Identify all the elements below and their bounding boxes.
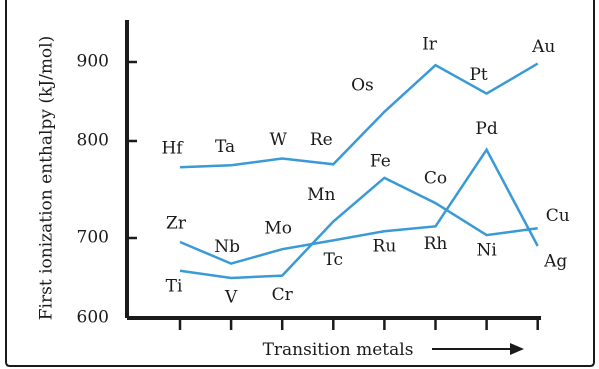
element-label-co: Co xyxy=(424,169,447,189)
element-label-ti: Ti xyxy=(166,276,183,296)
element-label-ag: Ag xyxy=(543,252,567,272)
element-label-nb: Nb xyxy=(214,237,240,257)
y-tick-label: 700 xyxy=(77,228,109,248)
y-tick-label: 800 xyxy=(77,131,109,151)
element-label-w: W xyxy=(269,130,287,150)
element-label-ir: Ir xyxy=(422,35,438,55)
element-label-au: Au xyxy=(531,37,555,57)
element-label-hf: Hf xyxy=(161,139,184,159)
y-axis-label: First ionization enthalpy (kJ/mol) xyxy=(37,36,57,320)
element-label-mn: Mn xyxy=(307,185,335,205)
element-label-pt: Pt xyxy=(469,65,487,85)
element-label-tc: Tc xyxy=(324,250,344,270)
axis-ticks: 600 700 800 900 xyxy=(77,52,539,330)
x-axis-arrow-icon xyxy=(432,343,524,355)
element-label-ni: Ni xyxy=(476,241,497,261)
series-line-1 xyxy=(179,176,538,280)
element-label-re: Re xyxy=(310,130,333,150)
element-label-cr: Cr xyxy=(272,285,294,305)
element-label-rh: Rh xyxy=(424,234,448,254)
element-label-ta: Ta xyxy=(215,137,235,157)
element-label-pd: Pd xyxy=(475,119,497,139)
element-labels: Ti V Cr Mn Fe Co Ni Cu Zr Nb Mo Tc Ru Rh Pd Ag Hf Ta W Re Os… xyxy=(161,35,569,308)
element-label-cu: Cu xyxy=(546,206,570,226)
element-label-fe: Fe xyxy=(370,151,391,171)
figure-frame xyxy=(5,0,595,367)
series-line-3 xyxy=(179,62,539,169)
series-line-2 xyxy=(179,147,539,265)
y-tick-label: 900 xyxy=(77,52,109,72)
series-lines xyxy=(179,62,539,280)
element-label-mo: Mo xyxy=(264,219,292,239)
element-label-ru: Ru xyxy=(373,237,397,257)
y-tick-label: 600 xyxy=(77,308,109,328)
element-label-zr: Zr xyxy=(166,214,187,234)
element-label-os: Os xyxy=(351,75,374,95)
element-label-v: V xyxy=(224,288,238,308)
x-axis-label: Transition metals xyxy=(263,340,414,360)
